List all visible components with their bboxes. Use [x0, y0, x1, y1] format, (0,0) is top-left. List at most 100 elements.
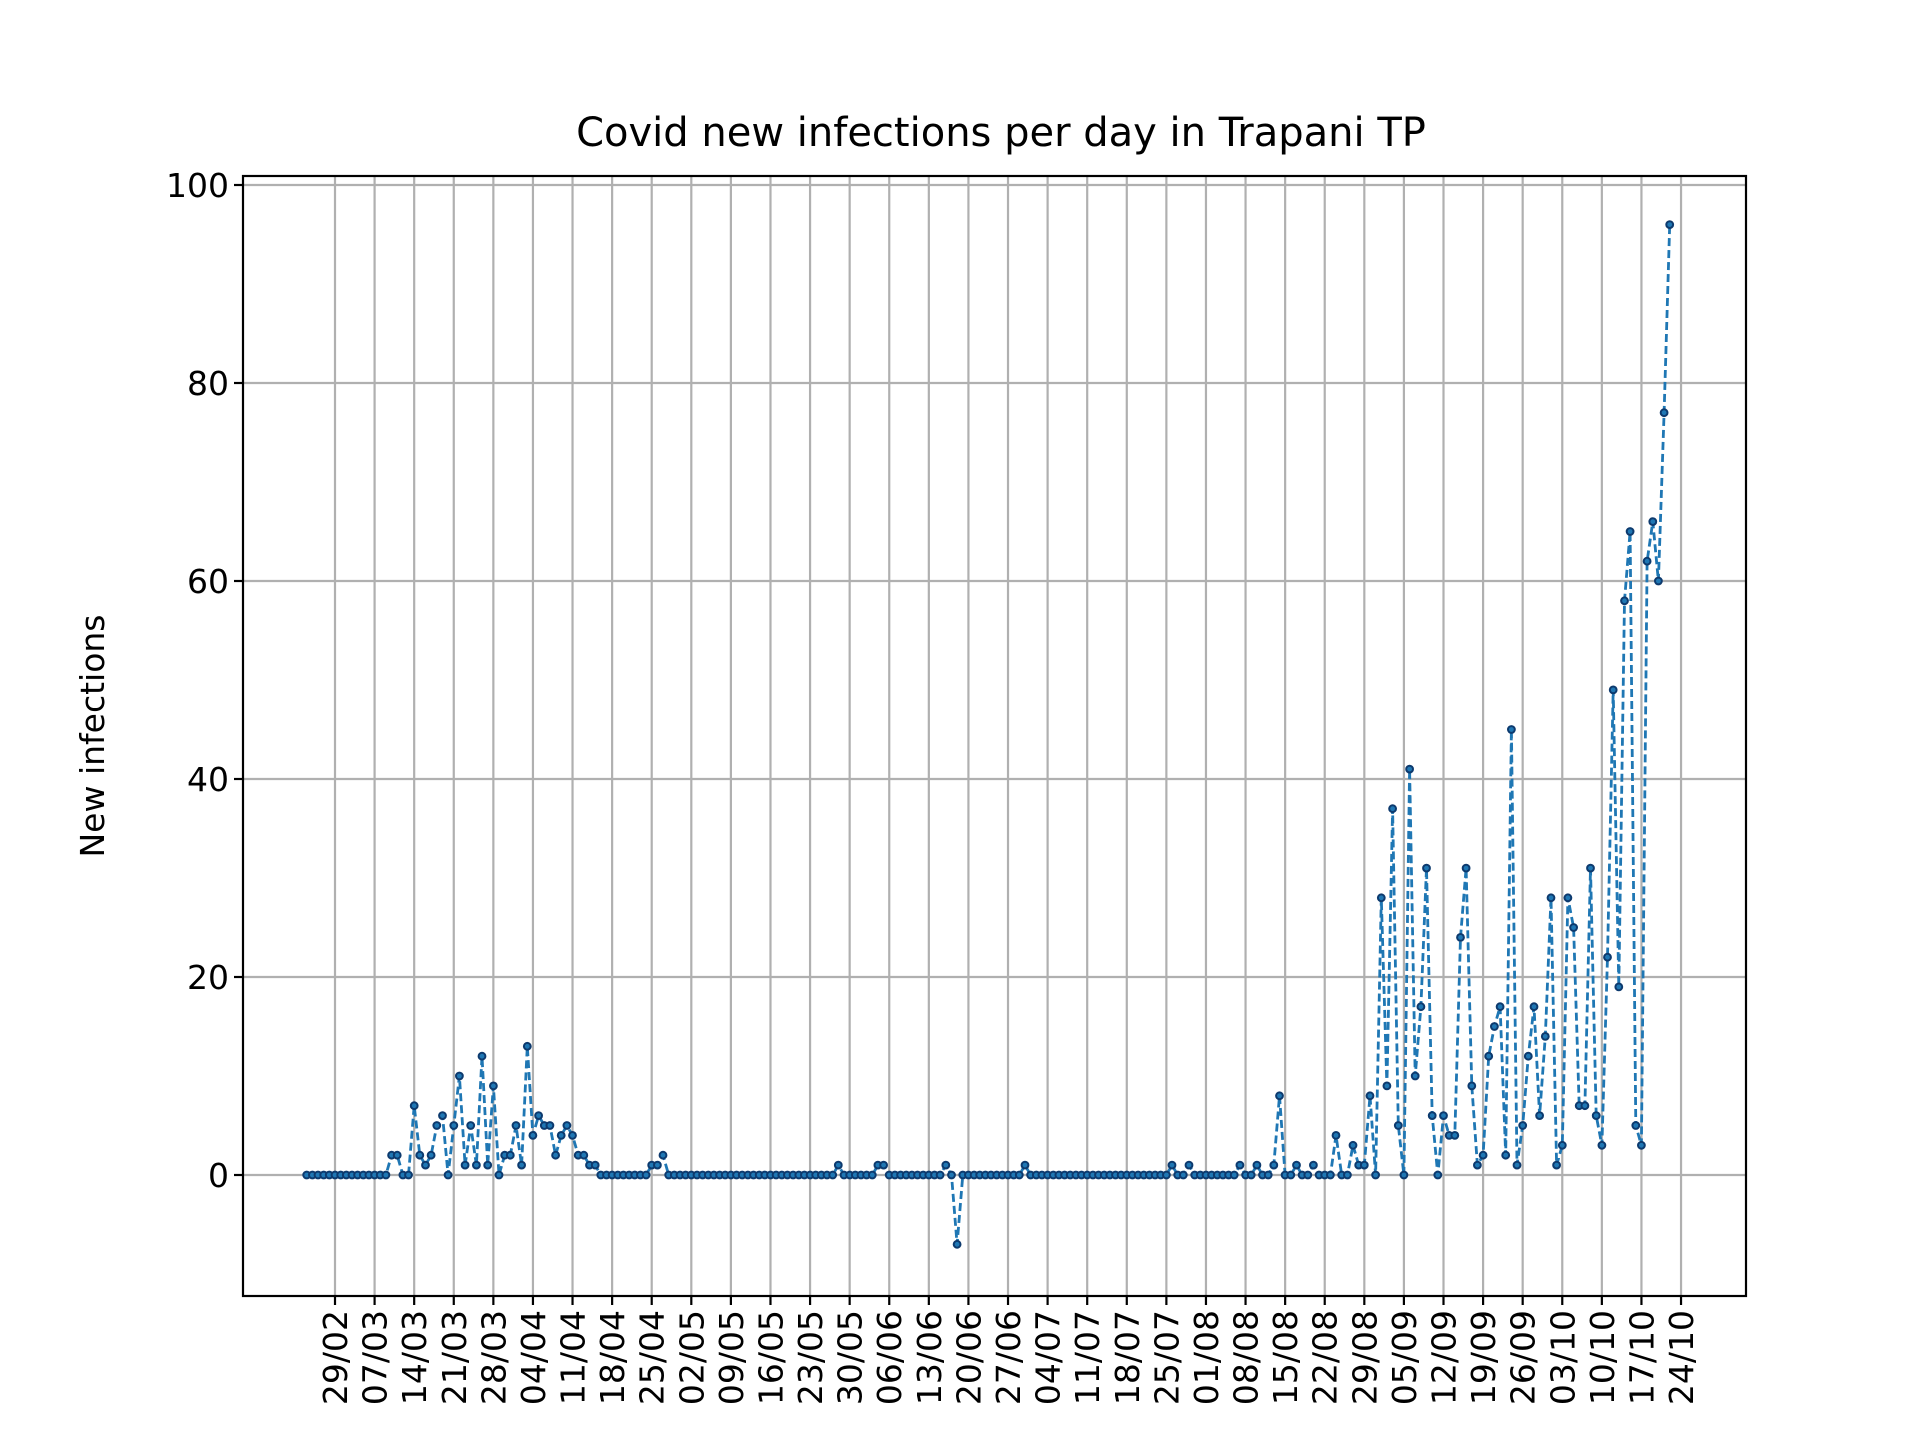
data-point	[1359, 1160, 1369, 1170]
data-point	[1586, 863, 1595, 873]
x-tick-label: 29/02	[316, 1310, 355, 1405]
data-point	[421, 1160, 430, 1170]
data-point	[1569, 923, 1578, 932]
data-point	[1269, 1160, 1279, 1170]
data-point	[1495, 1002, 1505, 1012]
x-tick-label: 09/05	[712, 1310, 751, 1405]
data-point	[1507, 725, 1516, 734]
data-point	[1518, 1121, 1528, 1130]
data-point	[1184, 1160, 1194, 1170]
x-tick-label: 04/04	[514, 1310, 553, 1405]
data-point	[1246, 1170, 1256, 1180]
x-tick-label: 25/04	[633, 1310, 672, 1405]
data-point	[1546, 893, 1556, 903]
data-point	[1603, 952, 1612, 962]
data-point	[1371, 1170, 1380, 1180]
data-point	[1540, 1032, 1550, 1041]
data-point	[1637, 1140, 1646, 1150]
x-tick-label: 18/04	[593, 1310, 632, 1405]
series-line	[306, 224, 1672, 1245]
data-point	[1478, 1150, 1488, 1160]
data-point	[1422, 863, 1431, 873]
x-tick-label: 21/03	[435, 1310, 474, 1405]
data-point	[1620, 596, 1629, 606]
data-point	[568, 1131, 577, 1140]
data-point	[1405, 764, 1414, 774]
data-point	[1512, 1160, 1522, 1170]
data-point	[1309, 1160, 1318, 1170]
data-point	[1557, 1140, 1567, 1150]
x-tick-label: 29/08	[1345, 1310, 1384, 1405]
data-point	[1331, 1131, 1341, 1140]
data-point	[1167, 1160, 1177, 1170]
x-tick-label: 20/06	[949, 1310, 988, 1405]
x-tick-label: 11/07	[1068, 1310, 1107, 1405]
data-point	[494, 1170, 504, 1180]
data-point	[443, 1170, 453, 1180]
data-point	[472, 1160, 481, 1170]
data-point	[522, 1041, 532, 1051]
data-point	[1020, 1160, 1030, 1170]
data-point	[828, 1170, 838, 1180]
data-point	[1252, 1160, 1262, 1170]
data-point	[1439, 1111, 1448, 1120]
data-point	[867, 1170, 877, 1180]
data-point	[1648, 517, 1658, 526]
x-tick-label: 03/10	[1543, 1310, 1582, 1405]
data-point	[1461, 863, 1471, 873]
x-tick-label: 13/06	[910, 1310, 949, 1405]
data-point	[455, 1071, 464, 1081]
data-point	[1235, 1160, 1245, 1170]
y-tick-label: 20	[187, 958, 229, 997]
data-point	[833, 1160, 843, 1170]
x-tick-label: 07/03	[356, 1310, 395, 1405]
data-point	[1399, 1170, 1409, 1180]
data-point	[1450, 1131, 1460, 1140]
data-point	[1563, 893, 1573, 903]
data-point	[449, 1121, 459, 1130]
data-point	[489, 1081, 498, 1091]
data-point	[1303, 1170, 1313, 1180]
x-tick-label: 25/07	[1147, 1310, 1186, 1405]
data-point	[1343, 1170, 1352, 1180]
x-tick-label: 04/07	[1029, 1310, 1068, 1405]
data-point	[511, 1121, 521, 1130]
data-point	[1642, 556, 1652, 566]
data-point	[528, 1131, 538, 1140]
x-tick-label: 30/05	[831, 1310, 870, 1405]
data-point	[1552, 1160, 1561, 1170]
y-tick-label: 100	[166, 166, 229, 205]
data-point	[1501, 1150, 1511, 1160]
data-point	[1535, 1111, 1544, 1120]
y-tick-label: 60	[187, 562, 229, 601]
data-point	[534, 1111, 543, 1120]
data-point	[415, 1150, 425, 1160]
data-point	[1292, 1160, 1301, 1170]
data-point	[517, 1160, 526, 1170]
data-point	[1659, 408, 1669, 418]
data-point	[505, 1150, 515, 1160]
y-tick-label: 80	[187, 364, 229, 403]
data-point	[1597, 1140, 1607, 1150]
y-tick-label: 40	[187, 760, 229, 799]
data-point	[952, 1239, 962, 1249]
data-point	[1365, 1091, 1375, 1101]
data-point	[941, 1160, 951, 1170]
x-tick-label: 22/08	[1306, 1310, 1345, 1405]
data-point	[432, 1121, 442, 1130]
data-point	[1229, 1170, 1239, 1180]
data-point	[1625, 527, 1635, 536]
data-point	[1286, 1170, 1296, 1180]
x-tick-label: 27/06	[989, 1310, 1028, 1405]
x-tick-label: 15/08	[1266, 1310, 1305, 1405]
data-point	[1326, 1170, 1335, 1180]
data-point	[579, 1150, 589, 1160]
data-point	[1376, 893, 1386, 903]
data-point	[1484, 1051, 1494, 1061]
data-point	[460, 1160, 470, 1170]
data-point	[1014, 1170, 1024, 1180]
data-point	[1427, 1111, 1437, 1120]
data-point	[1416, 1002, 1426, 1012]
data-point	[551, 1150, 560, 1160]
